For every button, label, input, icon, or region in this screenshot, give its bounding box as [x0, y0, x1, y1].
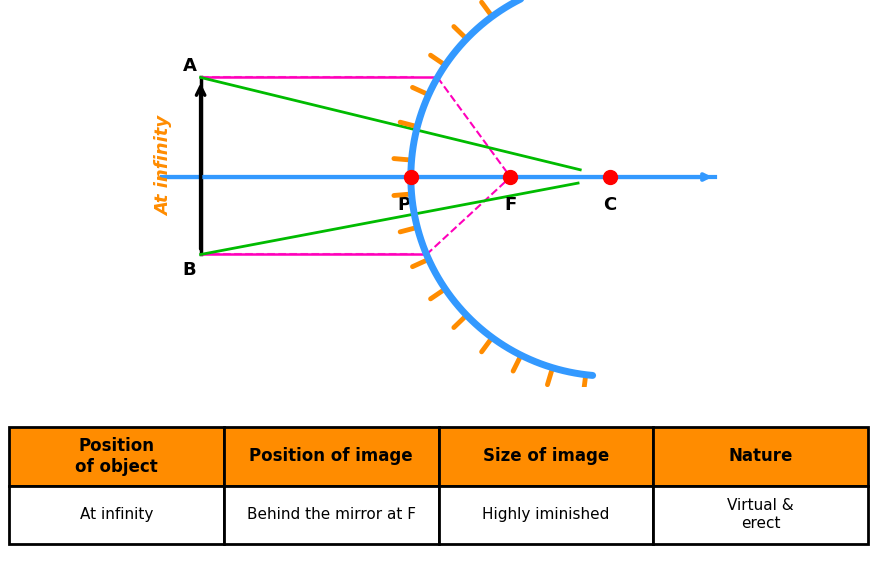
Text: C: C — [603, 197, 617, 214]
Text: A: A — [182, 57, 196, 75]
Text: B: B — [182, 261, 196, 279]
Text: F: F — [504, 197, 517, 214]
Text: At infinity: At infinity — [155, 116, 174, 216]
Text: P: P — [397, 197, 410, 214]
